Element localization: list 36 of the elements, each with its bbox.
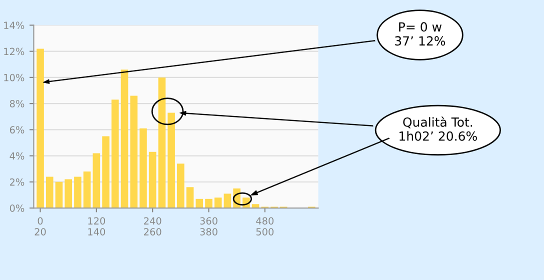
bar — [92, 153, 100, 208]
bar — [177, 164, 184, 208]
bar — [36, 48, 44, 208]
y-tick-label: 8% — [10, 100, 24, 108]
text: P= 0 w 37’ 12% — [395, 22, 446, 46]
bar — [224, 194, 232, 208]
bar — [140, 128, 147, 208]
bar — [148, 152, 156, 208]
x-tick-label: 240 260 — [144, 217, 162, 236]
y-tick-label: 0% — [10, 204, 24, 212]
bar — [158, 77, 166, 208]
bar — [74, 176, 82, 208]
y-tick-label: 6% — [10, 126, 24, 134]
y-tick-label: 2% — [10, 178, 24, 186]
text: Qualità Tot. 1h02’ 20.6% — [400, 116, 477, 141]
x-tick-label: 0 20 — [34, 217, 46, 236]
bar — [64, 179, 72, 208]
bar — [205, 198, 212, 208]
bar — [214, 198, 222, 208]
bar — [186, 187, 194, 208]
y-tick-label: 12% — [4, 48, 24, 56]
y-tick-label: 14% — [4, 22, 24, 30]
bar — [196, 198, 204, 208]
bar — [168, 112, 175, 208]
bar — [83, 171, 91, 208]
bar — [102, 136, 110, 208]
x-tick-label: 360 380 — [200, 217, 218, 236]
x-tick-label: 480 500 — [256, 217, 274, 236]
y-tick-label: 10% — [4, 74, 24, 82]
bar — [55, 182, 63, 208]
bar — [112, 100, 119, 208]
y-tick-label: 4% — [10, 152, 24, 160]
bar — [130, 96, 138, 208]
bar — [46, 176, 54, 208]
bar — [120, 70, 128, 208]
x-tick-label: 120 140 — [88, 217, 106, 236]
